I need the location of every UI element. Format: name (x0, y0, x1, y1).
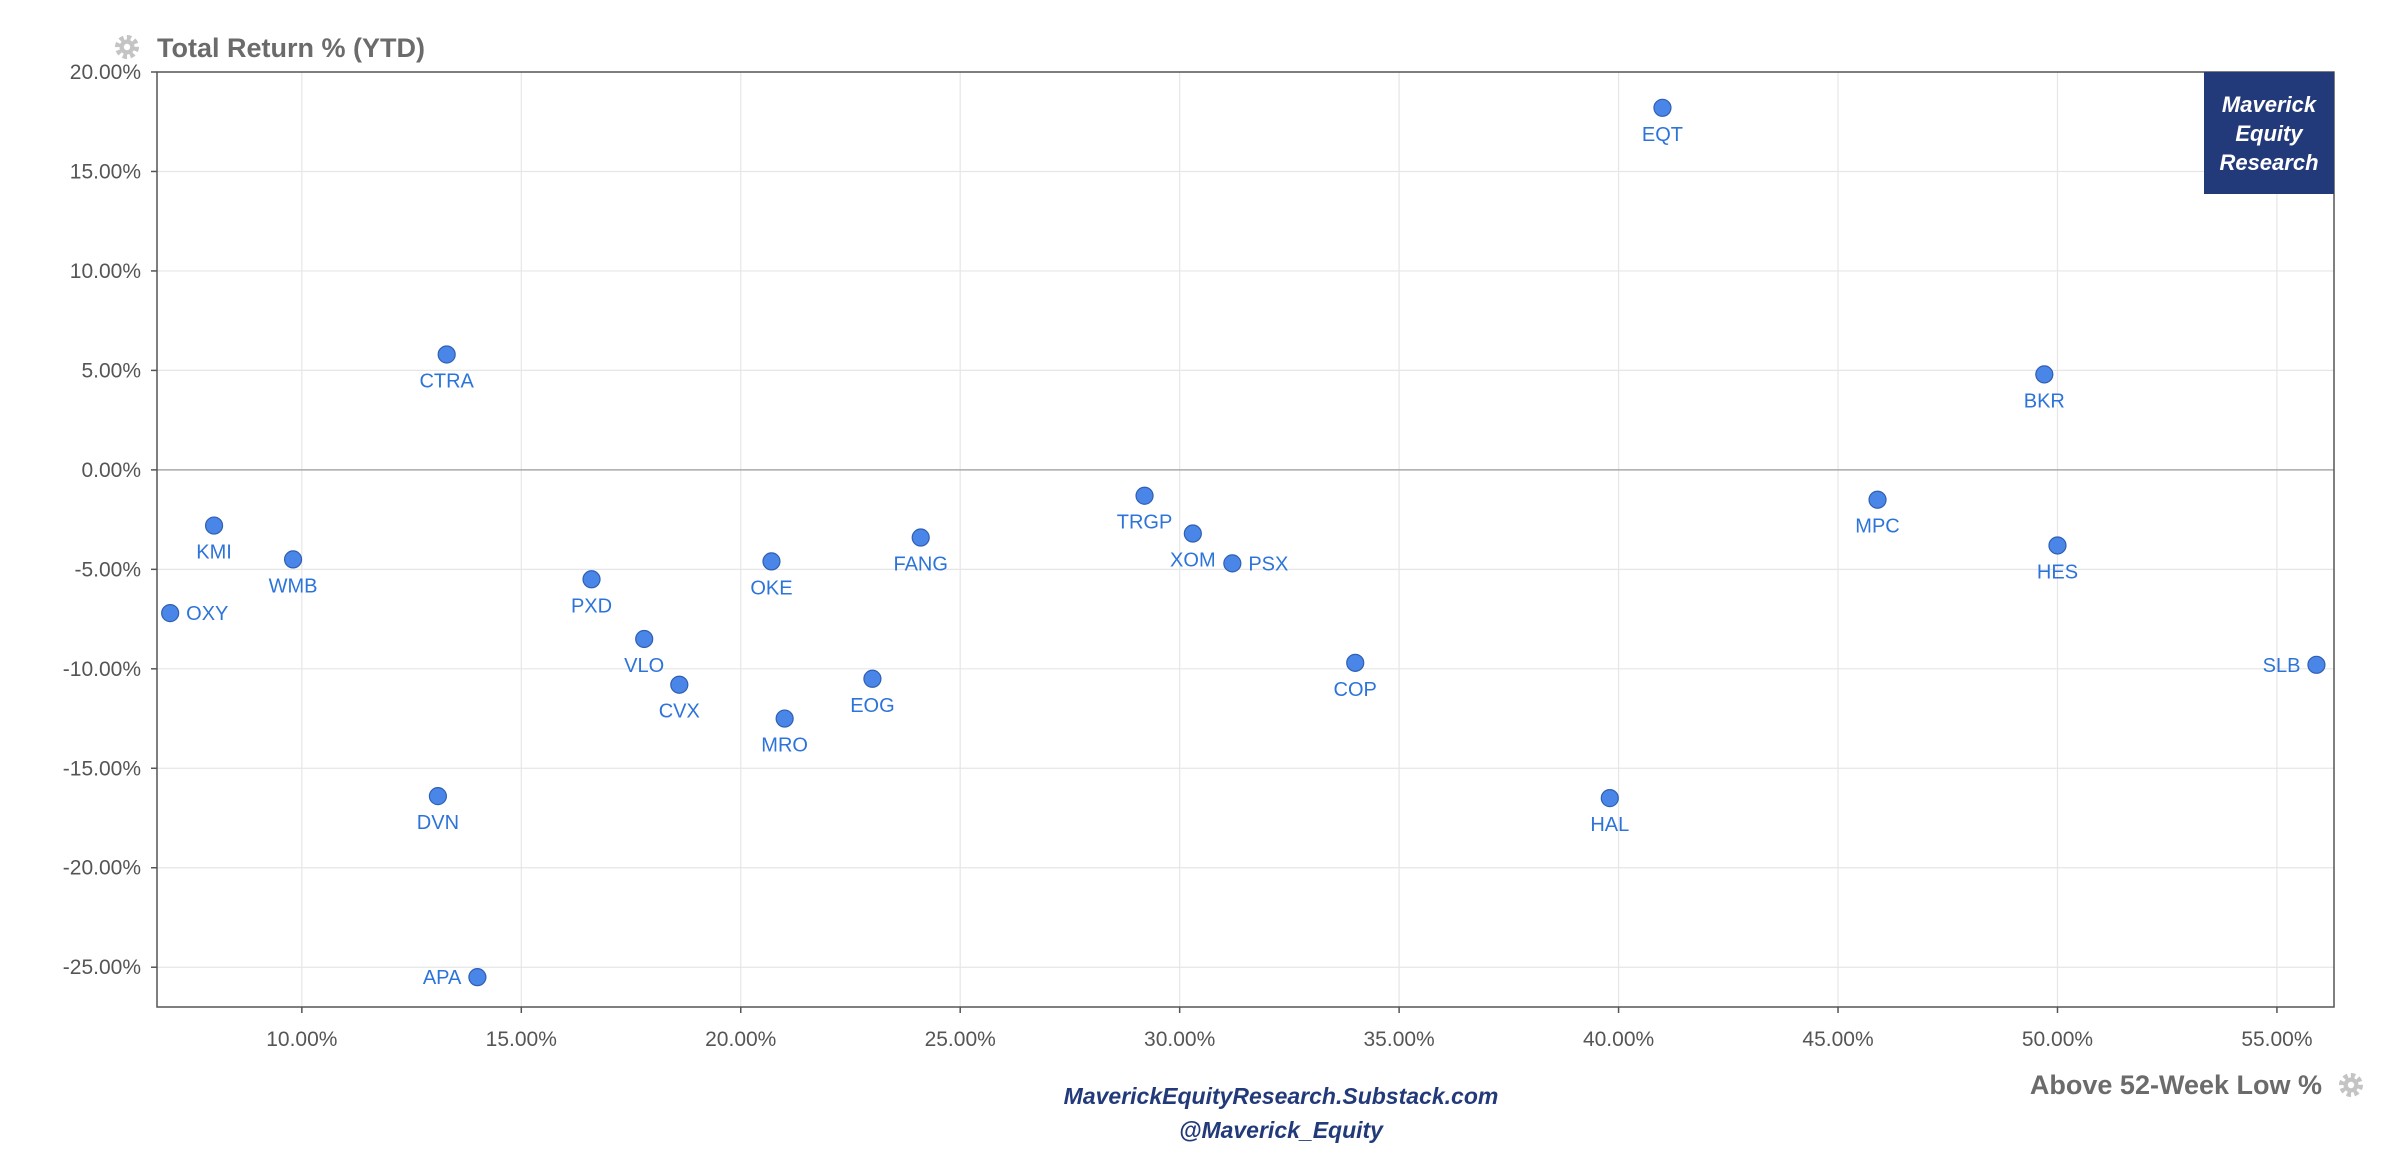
x-axis-ticks: 10.00% 15.00% 20.00% 25.00% 30.00% 35.00% 40.0… (266, 1007, 2313, 1051)
data-label-slb: SLB (2263, 655, 2301, 677)
data-point-mpc (1868, 490, 1887, 509)
data-label-psx: PSX (1248, 553, 1288, 575)
data-point-dvn (428, 787, 448, 806)
data-point-hes (2048, 536, 2067, 555)
data-label-oxy: OXY (186, 603, 228, 625)
x-tick-label: 40.00% (1583, 1028, 1654, 1051)
data-point-apa (468, 968, 487, 987)
data-label-pxd: PXD (571, 595, 612, 617)
data-point-kmi (204, 516, 224, 535)
x-tick-label: 45.00% (1802, 1028, 1873, 1051)
y-tick-label: -20.00% (63, 857, 141, 880)
y-tick-label: -15.00% (63, 757, 141, 780)
data-point-cop (1346, 653, 1365, 672)
data-label-dvn: DVN (417, 812, 459, 834)
y-tick-label: -25.00% (63, 956, 141, 979)
y-tick-label: 5.00% (81, 359, 141, 382)
data-point-bkr (2035, 365, 2054, 384)
y-tick-label: 0.00% (81, 459, 141, 482)
data-point-psx (1223, 554, 1242, 573)
x-tick-label: 10.00% (266, 1028, 337, 1051)
grid (157, 71, 2334, 1007)
data-label-xom: XOM (1170, 550, 1216, 572)
data-label-fang: FANG (893, 554, 947, 576)
plot-frame (156, 71, 2335, 1008)
data-label-mro: MRO (761, 735, 808, 757)
x-tick-label: 35.00% (1364, 1028, 1435, 1051)
data-point-fang (911, 528, 930, 547)
data-label-bkr: BKR (2024, 390, 2065, 412)
y-tick-label: 15.00% (70, 160, 141, 183)
x-tick-label: 20.00% (705, 1028, 776, 1051)
data-label-apa: APA (423, 967, 462, 989)
data-point-trgp (1135, 486, 1154, 505)
y-tick-label: 10.00% (70, 260, 141, 283)
data-point-eqt (1653, 98, 1672, 117)
data-label-hes: HES (2037, 561, 2078, 583)
data-point-oke (762, 552, 781, 571)
data-point-cvx (670, 675, 689, 694)
x-tick-label: 30.00% (1144, 1028, 1215, 1051)
x-tick-label: 15.00% (486, 1028, 557, 1051)
data-label-trgp: TRGP (1117, 512, 1173, 534)
x-tick-label: 25.00% (925, 1028, 996, 1051)
data-label-eqt: EQT (1642, 124, 1683, 146)
data-label-wmb: WMB (269, 575, 318, 597)
data-label-cop: COP (1334, 679, 1377, 701)
data-points: EQT CTRA BKR KMI WMB OXY PXD VLO CVX OKE MRO FANG EO… (161, 98, 2326, 989)
data-label-vlo: VLO (624, 655, 664, 677)
data-point-mro (775, 709, 794, 728)
data-point-wmb (283, 550, 303, 569)
y-tick-label: -5.00% (74, 558, 141, 581)
data-label-cvx: CVX (659, 701, 700, 723)
brand-box: Maverick Equity Research (2204, 72, 2334, 194)
x-tick-label: 50.00% (2022, 1028, 2093, 1051)
data-point-hal (1600, 789, 1619, 808)
footer-handle: @Maverick_Equity (1179, 1117, 1384, 1143)
data-point-slb (2307, 655, 2326, 674)
data-label-oke: OKE (750, 577, 792, 599)
y-axis-title: Total Return % (YTD) (157, 33, 425, 63)
brand-line-2: Equity (2235, 121, 2304, 146)
brand-background (2204, 72, 2334, 194)
brand-line-1: Maverick (2222, 92, 2318, 117)
data-label-hal: HAL (1590, 814, 1629, 836)
y-tick-label: -10.00% (63, 658, 141, 681)
data-label-ctra: CTRA (419, 370, 474, 392)
data-label-mpc: MPC (1855, 516, 1899, 538)
data-label-kmi: KMI (196, 542, 232, 564)
x-axis-title: Above 52-Week Low % (2030, 1070, 2322, 1100)
y-axis-ticks: 20.00% 15.00% 10.00% 5.00% 0.00% -5.00% -10.00… (63, 61, 157, 979)
footer-website: MaverickEquityResearch.Substack.com (1064, 1083, 1499, 1109)
brand-line-3: Research (2219, 150, 2318, 175)
x-tick-label: 55.00% (2241, 1028, 2312, 1051)
data-point-xom (1183, 524, 1202, 543)
data-label-eog: EOG (850, 695, 894, 717)
y-axis-gear-icon[interactable] (115, 35, 139, 59)
data-point-vlo (635, 629, 654, 649)
x-axis-gear-icon[interactable] (2339, 1073, 2363, 1097)
data-point-ctra (437, 345, 456, 364)
y-tick-label: 20.00% (70, 61, 141, 84)
data-point-pxd (582, 570, 601, 589)
data-point-oxy (161, 604, 180, 623)
data-point-eog (863, 669, 882, 688)
